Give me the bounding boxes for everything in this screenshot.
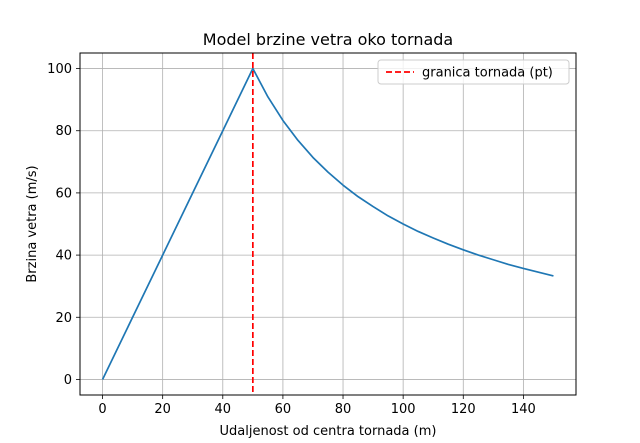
y-tick-label: 0	[64, 373, 72, 388]
y-tick-label: 60	[55, 186, 72, 201]
x-tick-label: 0	[98, 402, 106, 417]
x-tick-label: 140	[511, 402, 536, 417]
x-tick-label: 100	[391, 402, 416, 417]
y-tick-label: 20	[55, 311, 72, 326]
legend-box	[377, 59, 570, 85]
y-tick-label: 100	[47, 62, 72, 77]
x-tick-label: 60	[275, 402, 292, 417]
plot-frame	[79, 52, 577, 396]
x-tick-label: 80	[335, 402, 352, 417]
x-tick-label: 120	[451, 402, 476, 417]
y-tick-label: 80	[55, 124, 72, 139]
x-tick-label: 20	[154, 402, 171, 417]
chart-title: Model brzine vetra oko tornada	[203, 30, 453, 49]
series-line	[101, 67, 554, 380]
plot-lines	[101, 53, 554, 395]
legend-label: granica tornada (pt)	[422, 66, 553, 81]
x-axis-label: Udaljenost od centra tornada (m)	[220, 424, 437, 439]
y-tick-label: 40	[55, 249, 72, 264]
legend: granica tornada (pt)	[377, 59, 570, 85]
x-tick-label: 40	[215, 402, 232, 417]
axis-ticks: 0 20 40 60 80 100 120 140 0 20 40 60 80 100	[47, 62, 536, 417]
y-axis-label: Brzina vetra (m/s)	[25, 165, 40, 282]
grid	[80, 53, 576, 395]
